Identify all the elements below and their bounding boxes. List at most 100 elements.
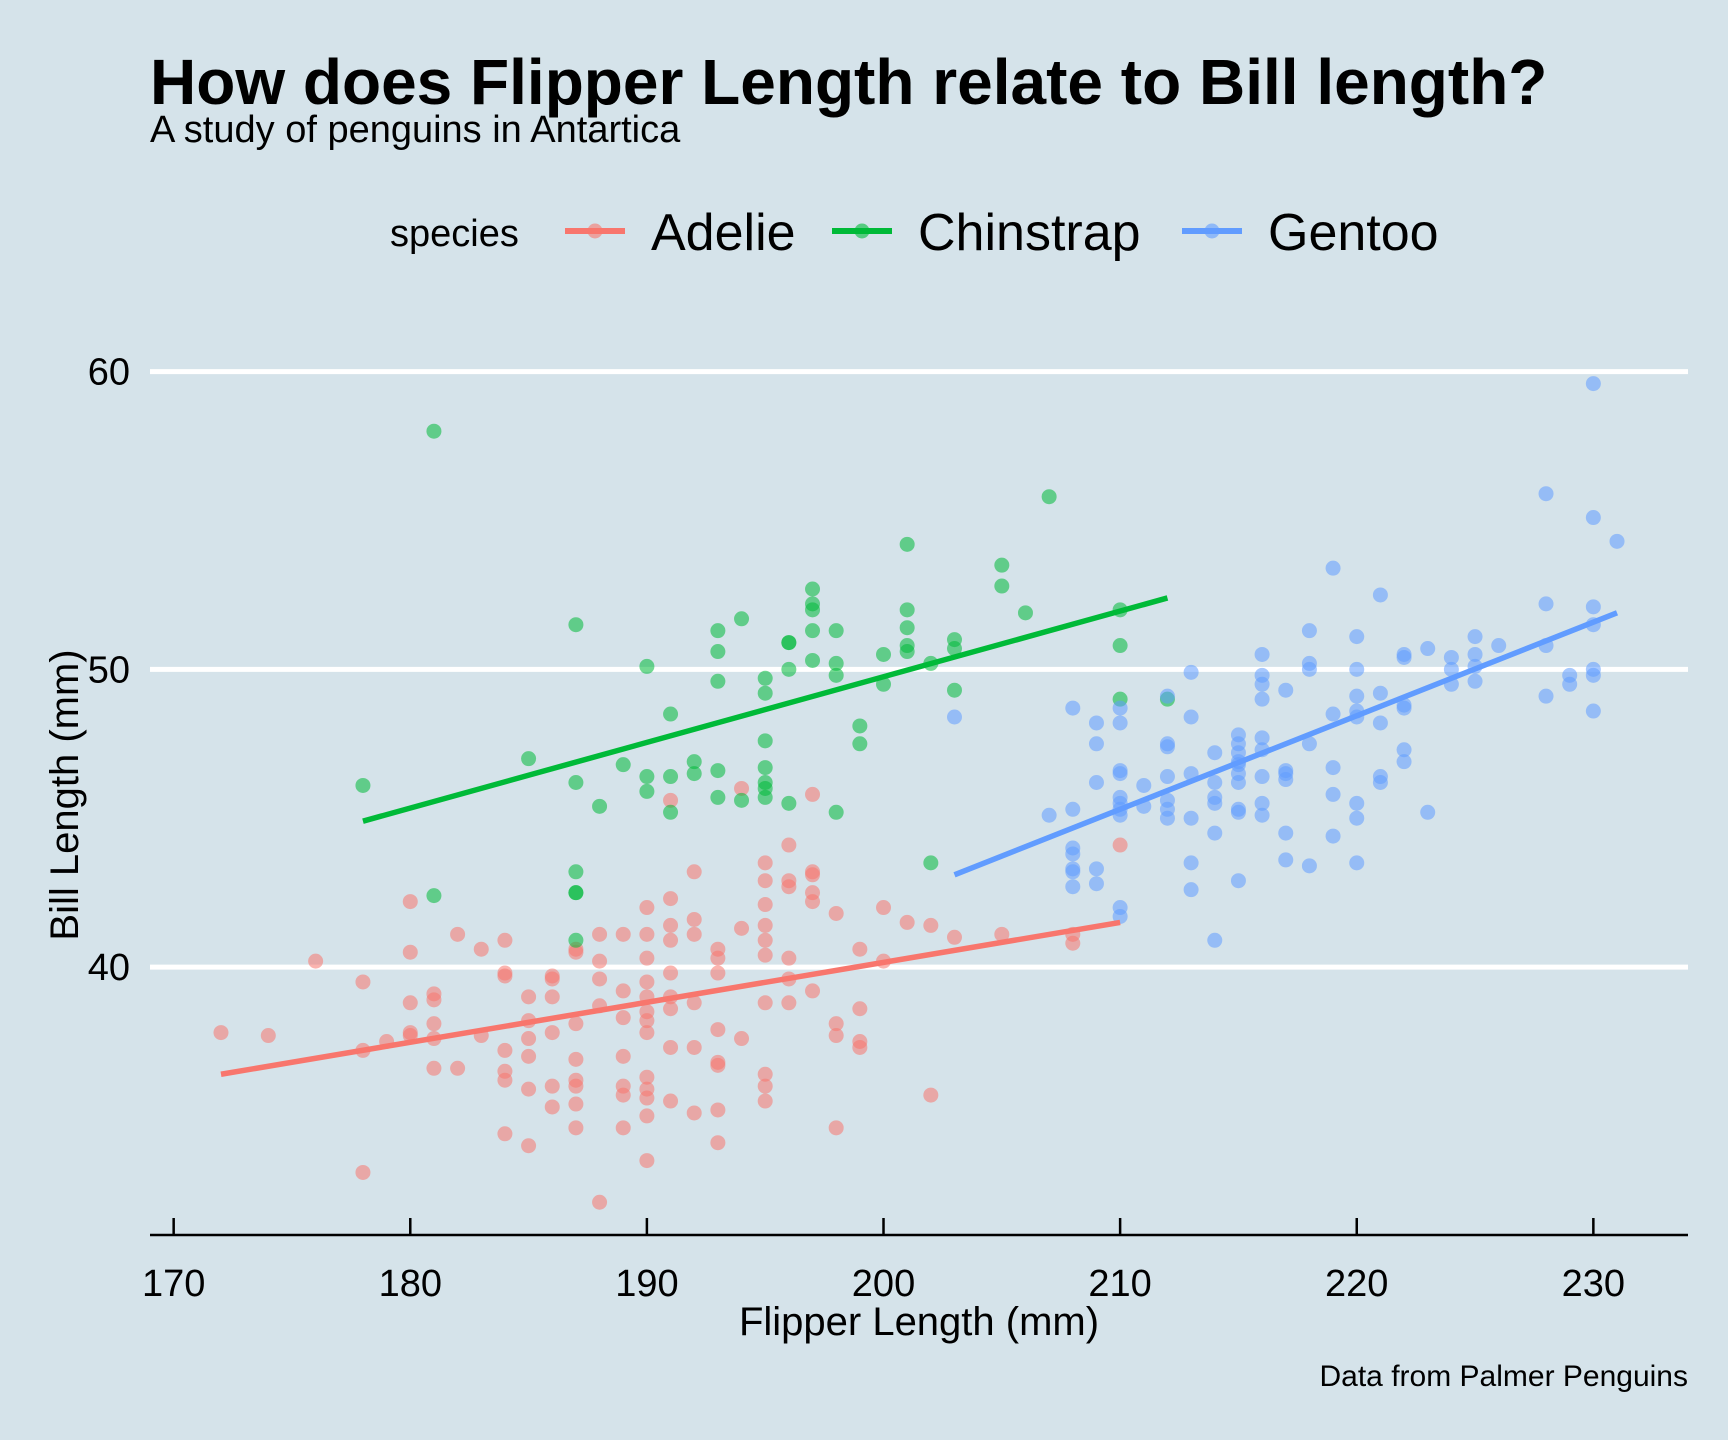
x-tick-label: 210 <box>1088 1263 1151 1305</box>
data-point <box>592 798 608 814</box>
data-point <box>710 789 726 805</box>
data-point <box>1112 638 1128 654</box>
data-point <box>663 1093 679 1109</box>
data-point <box>781 837 797 853</box>
x-tick-label: 190 <box>615 1263 678 1305</box>
data-point <box>615 1010 631 1026</box>
data-point <box>1254 667 1270 683</box>
data-point <box>1112 715 1128 731</box>
data-point <box>994 557 1010 573</box>
data-point <box>1609 533 1625 549</box>
data-point <box>876 646 892 662</box>
legend-key-point <box>1204 223 1220 239</box>
data-point <box>639 1153 655 1169</box>
data-point <box>1065 801 1081 817</box>
data-point <box>568 1120 584 1136</box>
data-point <box>639 783 655 799</box>
data-point <box>639 658 655 674</box>
data-point <box>1065 879 1081 895</box>
data-point <box>639 950 655 966</box>
data-point <box>710 623 726 639</box>
data-point <box>1349 795 1365 811</box>
data-point <box>710 1102 726 1118</box>
data-point <box>1088 775 1104 790</box>
data-point <box>615 757 631 773</box>
data-point <box>757 947 773 963</box>
data-point <box>805 652 821 668</box>
series-chinstrap-points <box>355 423 1175 948</box>
data-point <box>1467 629 1483 645</box>
trend-lines <box>220 595 1619 1077</box>
data-point <box>663 965 679 981</box>
data-point <box>355 777 371 793</box>
data-point <box>260 1028 276 1044</box>
data-point <box>544 968 560 984</box>
caption: Data from Palmer Penguins <box>1320 1360 1689 1393</box>
data-point <box>1112 908 1128 924</box>
data-point <box>1396 742 1412 758</box>
legend-item-adelie: Adelie <box>565 204 796 262</box>
data-point <box>1278 825 1294 841</box>
data-point <box>686 1105 702 1121</box>
data-point <box>355 974 371 990</box>
data-point <box>1112 763 1128 779</box>
data-point <box>1136 777 1152 793</box>
data-point <box>1254 807 1270 823</box>
legend-label: Gentoo <box>1268 204 1439 262</box>
data-point <box>734 920 750 936</box>
data-point <box>805 885 821 901</box>
data-point <box>639 769 655 785</box>
data-point <box>639 974 655 990</box>
data-point <box>1183 709 1199 725</box>
data-point <box>639 1069 655 1085</box>
data-point <box>402 1025 418 1041</box>
data-point <box>1396 646 1412 662</box>
legend-item-gentoo: Gentoo <box>1182 204 1439 262</box>
y-tick-label: 50 <box>88 649 130 691</box>
data-point <box>946 929 962 945</box>
data-point <box>1230 873 1246 889</box>
data-point <box>1301 736 1317 752</box>
data-point <box>899 602 915 618</box>
data-point <box>663 891 679 907</box>
data-point <box>757 917 773 933</box>
data-point <box>592 971 608 987</box>
data-point <box>805 623 821 639</box>
data-point <box>1325 786 1341 802</box>
data-point <box>1372 685 1388 701</box>
data-point <box>663 917 679 933</box>
data-point <box>1325 760 1341 776</box>
data-point <box>1372 587 1388 603</box>
data-point <box>710 1022 726 1038</box>
data-point <box>1183 664 1199 680</box>
data-point <box>615 926 631 942</box>
x-axis-title: Flipper Length (mm) <box>739 1300 1099 1344</box>
data-point <box>1088 861 1104 877</box>
data-point <box>1325 828 1341 844</box>
data-point <box>757 873 773 889</box>
data-point <box>521 1031 537 1047</box>
data-point <box>402 894 418 910</box>
data-point <box>1372 769 1388 785</box>
data-point <box>1301 858 1317 874</box>
data-point <box>1183 855 1199 871</box>
data-point <box>497 1126 513 1142</box>
data-point <box>781 635 797 651</box>
x-tick-label: 200 <box>852 1263 915 1305</box>
data-point <box>1349 688 1365 704</box>
data-point <box>757 760 773 776</box>
data-point <box>1585 599 1601 615</box>
data-point <box>521 1081 537 1097</box>
data-point <box>946 709 962 725</box>
data-point <box>1207 825 1223 841</box>
data-point <box>1538 688 1554 704</box>
data-point <box>639 900 655 916</box>
data-point <box>757 733 773 749</box>
data-point <box>686 1039 702 1055</box>
data-point <box>1278 763 1294 779</box>
data-point <box>757 1066 773 1082</box>
data-point <box>1420 804 1436 820</box>
data-point <box>497 932 513 948</box>
data-point <box>615 983 631 999</box>
